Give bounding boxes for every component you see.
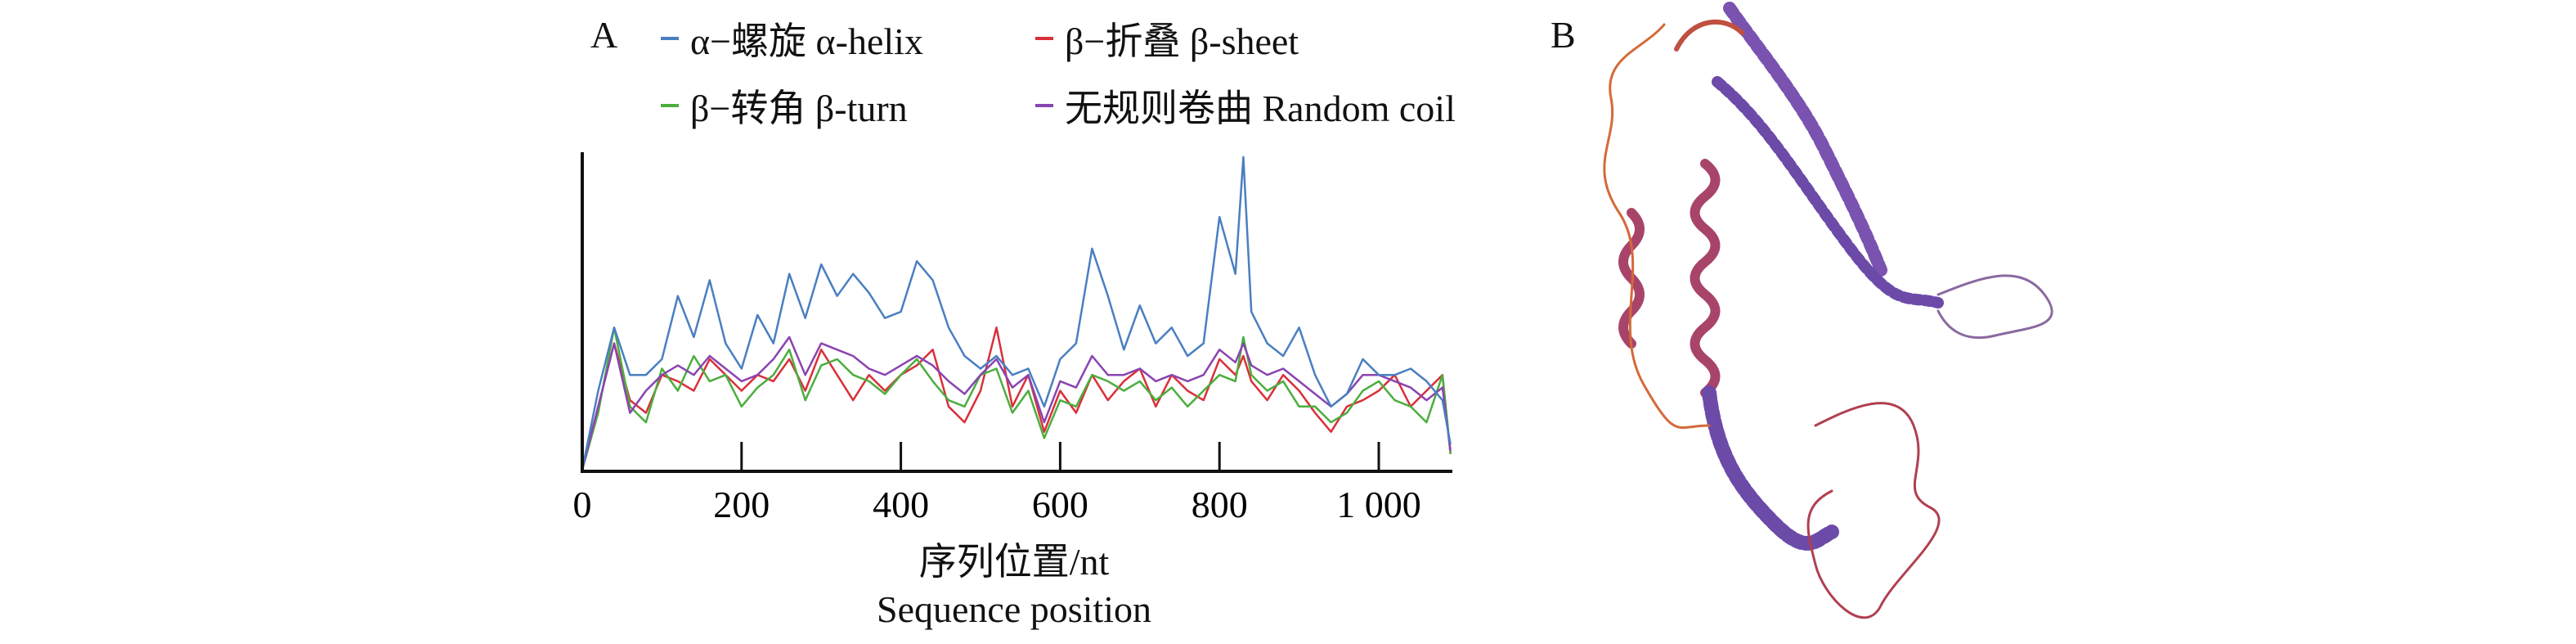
loop-top [1674, 20, 1744, 52]
legend-label: α−螺旋 α-helix [690, 20, 923, 62]
legend-swatch-beta-sheet [1035, 37, 1053, 40]
legend-swatch-beta-turn [661, 104, 679, 107]
helix-mid-diagonal [1712, 76, 1944, 308]
series-line--turn [581, 327, 1452, 471]
legend-label: β−折叠 β-sheet [1065, 20, 1299, 62]
secondary-structure-chart: 0 200 400 600 800 1 000 [573, 152, 1452, 525]
loop-left [1603, 23, 1711, 430]
legend-item-random-coil: 无规则卷曲 Random coil [1035, 79, 1456, 133]
x-axis-title-en: Sequence position [877, 588, 1151, 630]
protein-3d-structure [1603, 2, 2053, 619]
helix-center-wave [1690, 159, 1721, 398]
x-tick-label: 1 000 [1336, 484, 1421, 525]
loop-right-domain [1936, 274, 2053, 340]
panel-a-label: A [590, 14, 618, 56]
x-tick-label: 0 [573, 484, 592, 525]
series-line-random-coil [581, 336, 1452, 471]
legend-item-beta-turn: β−转角 β-turn [661, 79, 908, 133]
legend-item-beta-sheet: β−折叠 β-sheet [1035, 11, 1299, 65]
x-tick-label: 600 [1032, 484, 1088, 525]
x-tick-label: 200 [713, 484, 770, 525]
legend-label: β−转角 β-turn [690, 88, 908, 129]
x-axis-title: 序列位置/nt [918, 541, 1110, 583]
x-tick-label: 800 [1192, 484, 1248, 525]
x-tick-label: 400 [873, 484, 929, 525]
tick-layer: 0 200 400 600 800 1 000 [573, 442, 1421, 525]
legend-swatch-alpha-helix [661, 37, 679, 40]
panel-b-label: B [1551, 14, 1576, 56]
series-line--helix [581, 155, 1452, 471]
helix-long-upper [1723, 2, 1887, 277]
legend-item-alpha-helix: α−螺旋 α-helix [661, 11, 923, 65]
series-layer [581, 155, 1452, 471]
loop-bottom-right [1806, 402, 1941, 619]
legend-swatch-random-coil [1035, 104, 1053, 107]
helix-bottom-coil [1702, 385, 1839, 551]
legend-label: 无规则卷曲 Random coil [1065, 88, 1456, 129]
